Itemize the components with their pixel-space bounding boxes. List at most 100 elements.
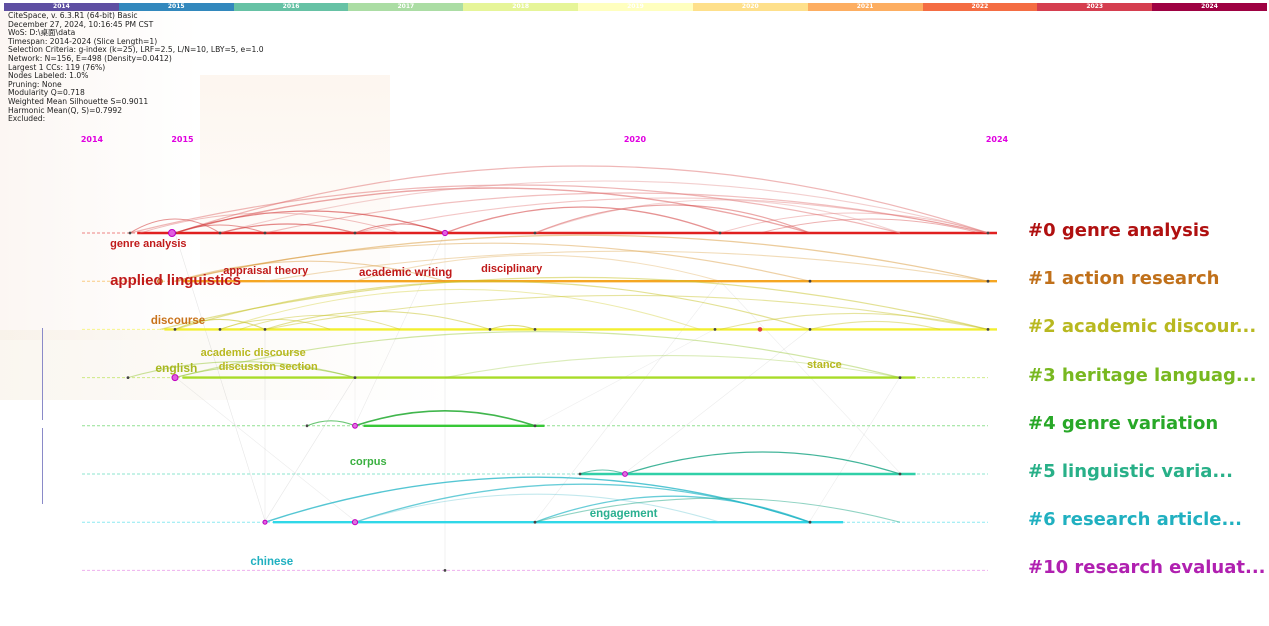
cocitation-arc [354, 493, 721, 523]
cocitation-arc [264, 250, 989, 282]
year-segment-2023: 2023 [1037, 3, 1153, 11]
keyword-node [305, 424, 309, 428]
cocitation-arc [759, 218, 981, 234]
keyword-node [353, 376, 357, 379]
keyword-node [128, 231, 132, 235]
cocitation-arc [354, 410, 536, 427]
cluster-label: #0 genre analysis [1028, 220, 1210, 241]
keyword-node [533, 520, 537, 524]
keyword-node [898, 376, 902, 379]
cocitation-arc [444, 355, 901, 379]
cocitation-arc [219, 223, 356, 234]
cross-link [624, 328, 811, 474]
keyword-label: discourse [151, 315, 205, 327]
cocitation-arc [219, 318, 331, 330]
keyword-node [443, 569, 447, 572]
meta-line: December 27, 2024, 10:16:45 PM CST [8, 19, 154, 29]
cocitation-arc [809, 320, 941, 330]
cocitation-arc [306, 420, 356, 427]
background-glow [0, 10, 200, 340]
network-summary: CiteSpace, v. 6.3.R1 (64-bit) Basic Decem… [8, 11, 264, 124]
keyword-node [218, 328, 222, 331]
meta-line: Harmonic Mean(Q, S)=0.7992 [8, 105, 123, 115]
keyword-node [808, 328, 812, 331]
keyword-node [533, 424, 537, 428]
scroll-indicator [42, 328, 43, 420]
keyword-node [353, 231, 357, 235]
year-segment-2015: 2015 [118, 3, 234, 11]
keyword-label: disciplinary [481, 263, 543, 275]
keyword-node [986, 231, 990, 235]
meta-line: CiteSpace, v. 6.3.R1 (64-bit) Basic [8, 11, 138, 20]
cocitation-arc [129, 184, 901, 234]
keyword-label: corpus [350, 456, 387, 468]
hub-node [171, 374, 179, 382]
cocitation-arc [129, 218, 221, 234]
cocitation-arc [174, 224, 266, 234]
cocitation-arc [174, 365, 356, 379]
cocitation-arc [264, 192, 989, 234]
cocitation-arc [174, 280, 811, 330]
meta-line: Pruning: None [8, 79, 62, 89]
cocitation-arc [174, 331, 901, 379]
keyword-node [898, 472, 902, 476]
keyword-label: discussion section [219, 361, 318, 373]
keyword-label: chinese [250, 556, 293, 568]
meta-line: Nodes Labeled: 1.0% [8, 71, 89, 81]
cluster-label: #10 research evaluat... [1028, 557, 1266, 579]
keyword-node [488, 328, 492, 331]
keyword-node [986, 279, 990, 283]
cluster-label: #2 academic discour... [1028, 316, 1257, 338]
cocitation-arc [239, 314, 401, 330]
hub-node [622, 471, 628, 477]
hub-node [352, 422, 358, 429]
cocitation-arc [174, 260, 446, 282]
cluster-label: #6 research article... [1028, 509, 1243, 531]
hub-node [168, 229, 176, 237]
year-segment-2014: 2014 [4, 3, 119, 11]
cocitation-arc [174, 187, 811, 234]
cross-link [264, 376, 356, 522]
cluster-label: #3 heritage languag... [1028, 364, 1257, 386]
keyword-label: academic writing [359, 267, 452, 279]
cocitation-arc [534, 204, 811, 234]
cocitation-arc [719, 312, 989, 330]
keyword-node [713, 328, 717, 331]
hub-node [262, 519, 268, 525]
cross-link [809, 376, 901, 522]
cocitation-arc [534, 497, 901, 523]
keyword-node [986, 328, 990, 331]
keyword-node [808, 279, 812, 283]
hub-node [157, 278, 163, 285]
background-glow [0, 330, 460, 400]
keyword-node [263, 231, 267, 235]
meta-line: Largest 1 CCs: 119 (76%) [8, 62, 106, 72]
year-label-2015: 2015 [171, 135, 194, 144]
year-segment-2019: 2019 [578, 3, 693, 11]
cocitation-arc [354, 197, 989, 234]
year-segment-2020: 2020 [692, 3, 808, 11]
meta-line: Selection Criteria: g-index (k=25), LRF=… [8, 45, 264, 55]
cocitation-arc [139, 212, 401, 234]
meta-line: Timespan: 2014-2024 (Slice Length=1) [8, 36, 158, 46]
cocitation-arc [174, 234, 989, 282]
cocitation-arc [264, 310, 491, 330]
hub-node [351, 519, 359, 526]
keyword-label: applied linguistics [110, 272, 241, 289]
keyword-node [173, 328, 177, 331]
keyword-node [126, 376, 130, 379]
cluster-label: #4 genre variation [1028, 412, 1219, 434]
keyword-label: academic discourse [201, 347, 306, 359]
meta-line: Modularity Q=0.718 [8, 88, 85, 98]
hub-node [441, 229, 449, 237]
meta-line: WoS: D:\桌面\data [8, 28, 76, 38]
cluster-label: #1 action research [1028, 268, 1220, 290]
year-label-2024: 2024 [986, 135, 1009, 144]
cocitation-arc [719, 212, 989, 234]
cocitation-arc [624, 451, 901, 475]
year-segment-2022: 2022 [922, 3, 1038, 11]
cocitation-arc [354, 223, 446, 234]
cocitation-arc [127, 361, 356, 379]
cocitation-arc [219, 288, 701, 330]
cross-link [174, 376, 356, 522]
